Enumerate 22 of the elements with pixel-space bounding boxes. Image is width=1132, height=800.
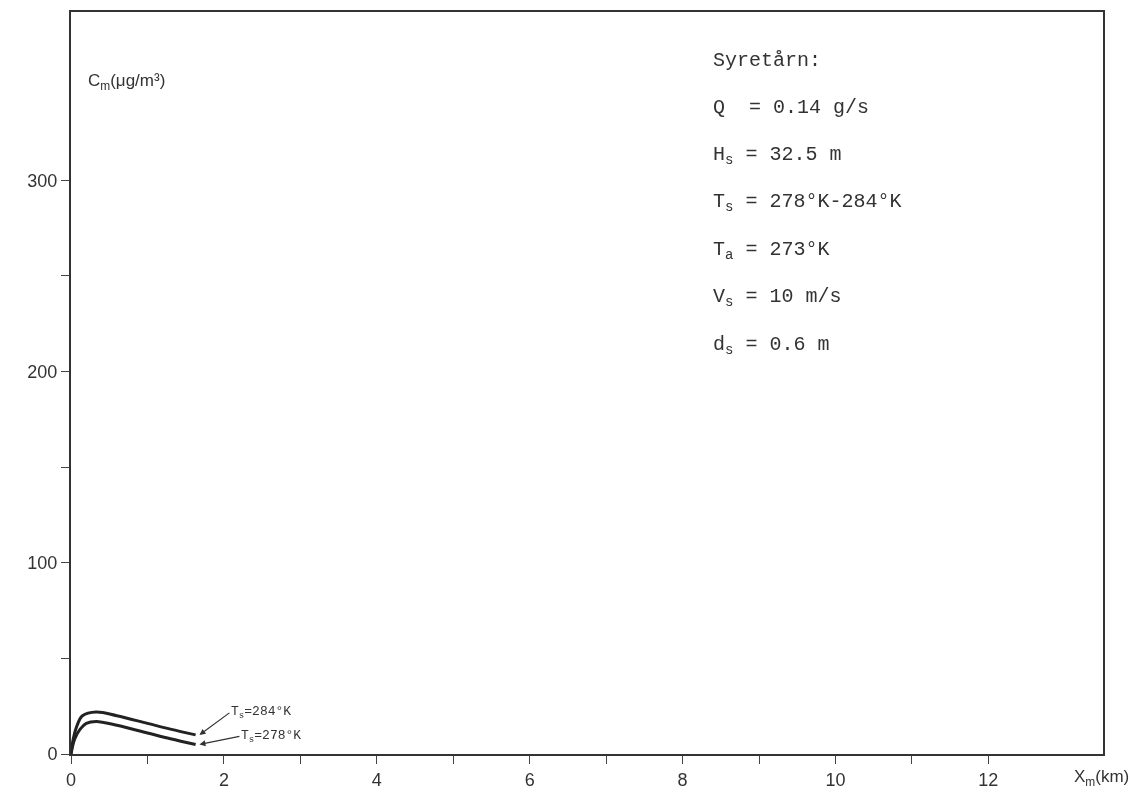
annotation: T$_{s}$ = 278°K-284°K [713,190,902,216]
annotation: T$_{a}$ = 273°K [713,238,830,264]
annotation: d$_{s}$ = 0.6 m [713,333,830,359]
annotation: Syretårn: [713,49,822,72]
y-tick-label: 0 [47,744,58,765]
x-tick-label: 2 [218,769,229,790]
x-tick-label: 12 [978,769,999,790]
annotation: Q = 0.14 g/s [713,96,870,119]
annotation: H$_{s}$ = 32.5 m [713,143,842,169]
y-tick-label: 200 [27,361,58,382]
text: T$_{s}$=284°K [231,704,292,721]
x-tick-label: 0 [65,769,77,790]
x-axis-title: X$_{m}$(km) [1074,767,1130,789]
x-tick-label: 8 [677,769,688,790]
x-tick-label: 6 [524,769,535,790]
text: T$_{s}$=278°K [241,728,302,745]
x-tick-label: 4 [371,769,382,790]
y-tick-label: 100 [27,553,58,574]
y-axis-title: C$_{m}$(μg/m³) [88,71,166,93]
x-tick-label: 10 [825,769,846,790]
y-tick-label: 300 [27,170,58,191]
annotation: V$_{s}$ = 10 m/s [713,285,842,311]
